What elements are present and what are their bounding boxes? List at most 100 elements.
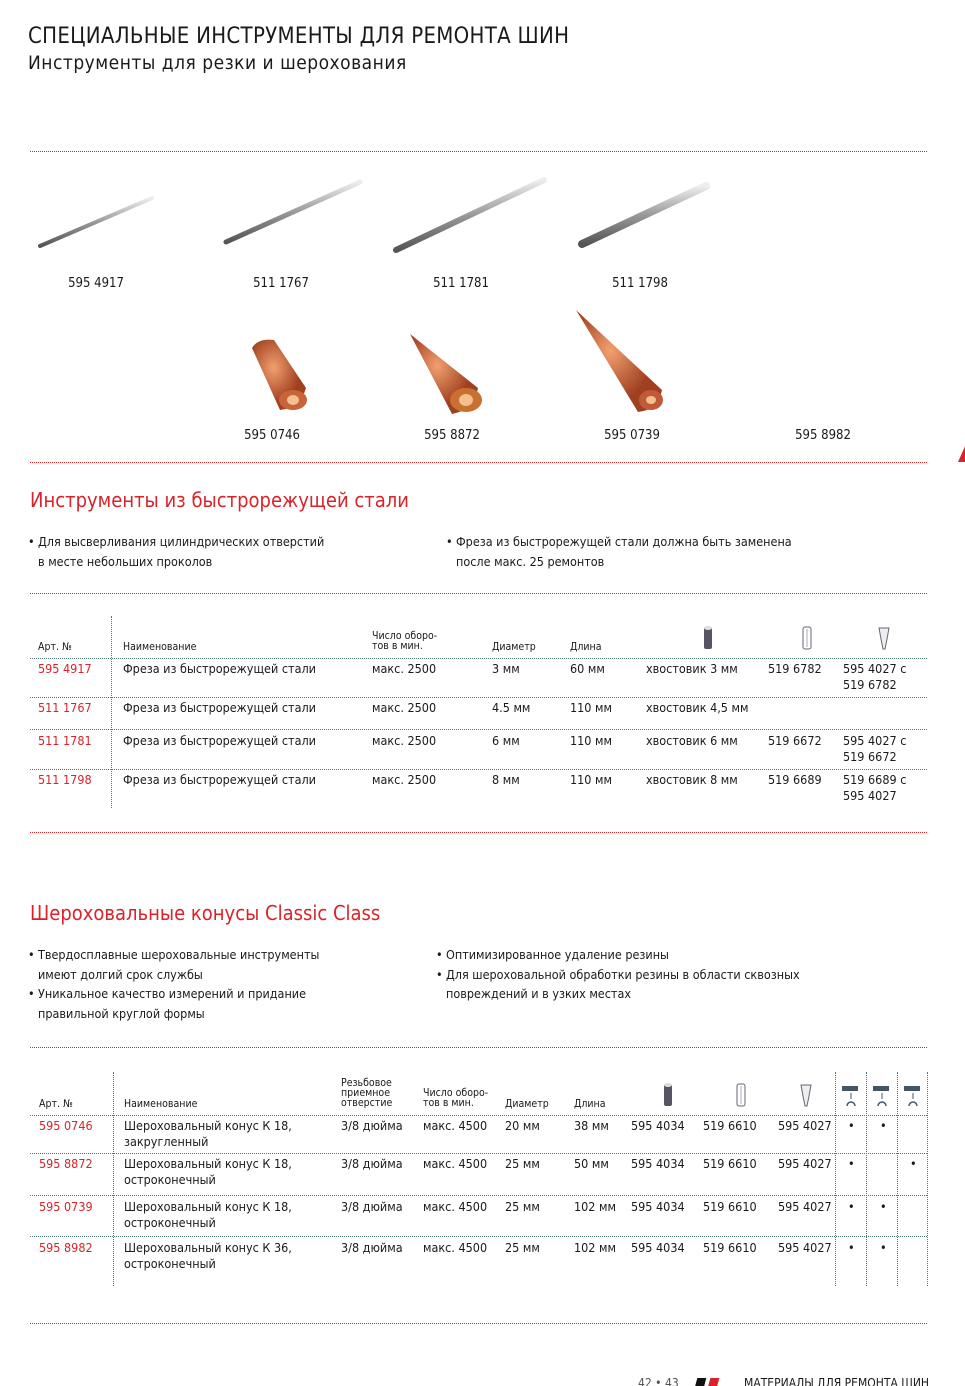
article-number: 595 8982	[39, 1240, 93, 1255]
table-cell: хвостовик 3 мм	[646, 661, 738, 676]
solid-shank-icon	[664, 1083, 672, 1106]
table-cell: хвостовик 4,5 мм	[646, 700, 749, 715]
table-cell: 519 6610	[703, 1240, 757, 1255]
column-header: Наименование	[123, 641, 197, 653]
table-cell: 110 мм	[570, 772, 612, 787]
divider	[30, 462, 927, 463]
table-cell: 595 4027	[778, 1118, 832, 1133]
column-divider	[927, 1072, 928, 1286]
table-cell: макс. 4500	[423, 1118, 488, 1133]
table-cell: макс. 2500	[372, 661, 437, 676]
column-divider	[113, 1072, 114, 1286]
row-divider	[30, 1195, 927, 1196]
row-divider	[30, 769, 927, 770]
table-cell: 20 мм	[505, 1118, 540, 1133]
table-cell: 4.5 мм	[492, 700, 531, 715]
divider	[30, 832, 927, 833]
logo-mark	[707, 1378, 720, 1386]
section-title-hss: Инструменты из быстрорежущей стали	[30, 488, 409, 512]
product-code: 511 1781	[433, 276, 489, 291]
cone-image	[252, 339, 307, 410]
table-cell: 595 4027	[778, 1199, 832, 1214]
table-cell: 102 мм	[574, 1199, 616, 1214]
table-cell: 595 4027	[778, 1156, 832, 1171]
product-code: 511 1767	[253, 276, 309, 291]
table-cell: макс. 4500	[423, 1199, 488, 1214]
column-header: Резьбовое приемное отверстие	[341, 1077, 393, 1109]
table-cell: 3/8 дюйма	[341, 1199, 403, 1214]
table-cell: Фреза из быстрорежущей стали	[123, 700, 316, 715]
divider	[30, 1047, 927, 1048]
page-numbers: 42 • 43	[638, 1376, 679, 1386]
compatibility-dot: •	[880, 1199, 887, 1214]
article-number: 511 1767	[38, 700, 92, 715]
bullets-right: Фреза из быстрорежущей стали должна быть…	[446, 532, 792, 571]
row-divider	[30, 1236, 927, 1237]
table-cell: 595 4034	[631, 1240, 685, 1255]
table-cell: 519 6672	[768, 733, 822, 748]
row-divider	[30, 697, 927, 698]
column-divider	[866, 1072, 867, 1286]
divider	[30, 1323, 927, 1324]
row-divider	[30, 729, 927, 730]
product-code: 511 1798	[612, 276, 668, 291]
compatibility-dot: •	[848, 1156, 855, 1171]
table-cell: Шероховальный конус К 18, остроконечный	[124, 1156, 292, 1187]
row-divider	[30, 1153, 927, 1154]
table-cell: макс. 4500	[423, 1240, 488, 1255]
tapered-shank-icon	[800, 1084, 812, 1107]
table-cell: Фреза из быстрорежущей стали	[123, 733, 316, 748]
column-header: Арт. №	[38, 641, 72, 653]
machine-type-icon	[904, 1086, 920, 1107]
column-header: Диаметр	[505, 1098, 549, 1110]
table-cell: хвостовик 8 мм	[646, 772, 738, 787]
column-divider	[897, 1072, 898, 1286]
column-header: Наименование	[124, 1098, 198, 1110]
table-cell: Шероховальный конус К 36, остроконечный	[124, 1240, 292, 1271]
cone-image	[576, 310, 663, 412]
table-cell: Шероховальный конус К 18, закругленный	[124, 1118, 292, 1149]
table-cell: 38 мм	[574, 1118, 609, 1133]
section-title-cones: Шероховальные конусы Classic Class	[30, 901, 381, 925]
table-cell: 3 мм	[492, 661, 520, 676]
table-cell: 102 мм	[574, 1240, 616, 1255]
table-cell: 3/8 дюйма	[341, 1156, 403, 1171]
column-header: Диаметр	[492, 641, 536, 653]
cone-image	[410, 334, 482, 414]
table-cell: Фреза из быстрорежущей стали	[123, 661, 316, 676]
product-code: 595 8872	[424, 428, 480, 443]
table-cell: 50 мм	[574, 1156, 609, 1171]
footer-title: МАТЕРИАЛЫ ДЛЯ РЕМОНТА ШИН	[744, 1376, 930, 1386]
table-cell: 3/8 дюйма	[341, 1118, 403, 1133]
divider	[30, 151, 927, 152]
drill-bit-image	[578, 182, 710, 248]
machine-type-icon	[842, 1086, 858, 1107]
product-code: 595 8982	[795, 428, 851, 443]
table-cell: хвостовик 6 мм	[646, 733, 738, 748]
drill-bit-image	[393, 177, 547, 253]
product-code: 595 4917	[68, 276, 124, 291]
table-cell: 595 4027	[778, 1240, 832, 1255]
article-number: 595 0739	[39, 1199, 93, 1214]
table-cell: 25 мм	[505, 1240, 540, 1255]
tapered-shank-icon	[878, 627, 890, 650]
table-cell: 595 4027 с 519 6672	[843, 733, 907, 764]
table-cell: 6 мм	[492, 733, 520, 748]
compatibility-dot: •	[880, 1118, 887, 1133]
machine-type-icon	[873, 1086, 889, 1107]
table-cell: Фреза из быстрорежущей стали	[123, 772, 316, 787]
column-header: Число оборо- тов в мин.	[372, 630, 438, 652]
compatibility-dot: •	[848, 1199, 855, 1214]
table-cell: 519 6610	[703, 1118, 757, 1133]
table-cell: 519 6689 с 595 4027	[843, 772, 907, 803]
table-cell: 519 6782	[768, 661, 822, 676]
edge-marker	[958, 444, 965, 462]
table-cell: 25 мм	[505, 1156, 540, 1171]
article-number: 595 0746	[39, 1118, 93, 1133]
table-cell: 595 4034	[631, 1118, 685, 1133]
table-cell: макс. 2500	[372, 772, 437, 787]
bullets-left: Для высверливания цилиндрических отверст…	[28, 532, 324, 571]
logo-mark	[694, 1378, 707, 1386]
table-cell: 110 мм	[570, 733, 612, 748]
